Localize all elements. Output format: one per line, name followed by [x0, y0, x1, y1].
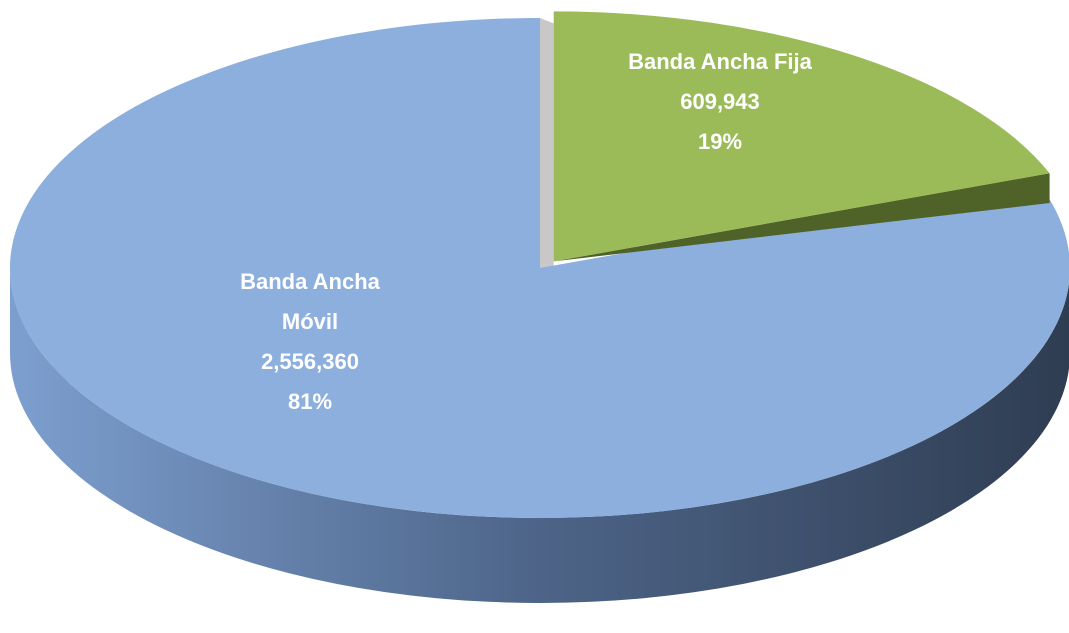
slice — [10, 18, 1069, 518]
value-label: 609,943 — [680, 89, 760, 114]
percent-label: 19% — [697, 129, 743, 154]
value-label: 2,556,360 — [261, 349, 359, 374]
slice-name: Banda Ancha Móvil — [240, 269, 380, 334]
data-label: Banda Ancha Fija 609,943 19% — [590, 42, 850, 162]
slice-name: Banda Ancha Fija — [628, 49, 812, 74]
slice — [553, 11, 1050, 262]
slice-side — [10, 268, 1069, 603]
data-label: Banda Ancha Móvil 2,556,360 81% — [220, 262, 400, 422]
percent-label: 81% — [287, 389, 333, 414]
slice-cut-face — [540, 18, 554, 282]
